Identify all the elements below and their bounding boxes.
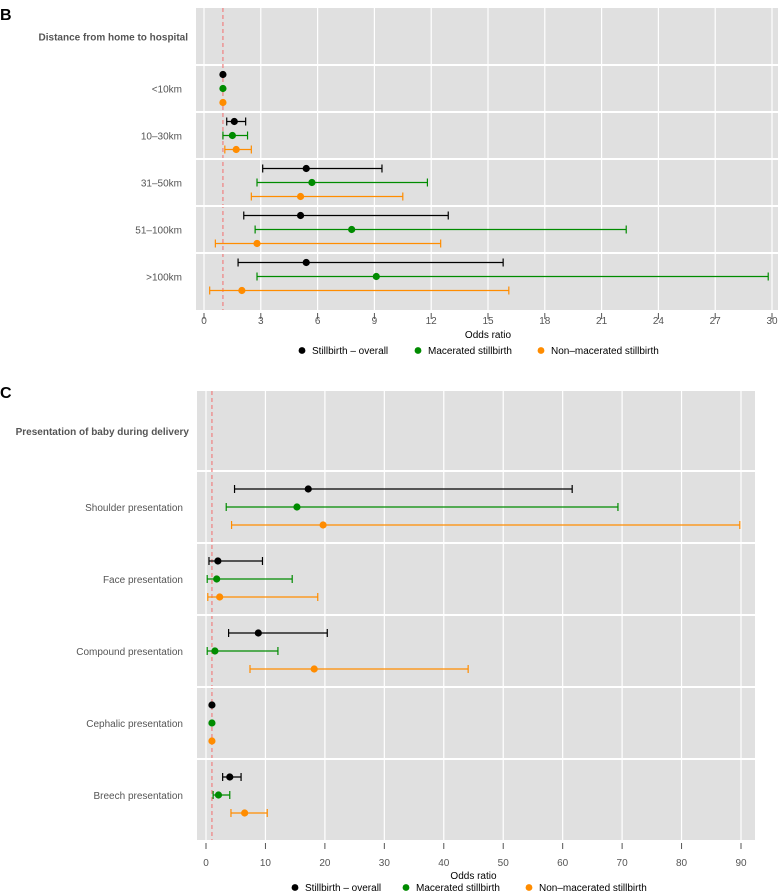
category-label: 31–50km [141,179,182,190]
odds-ratio-point [238,286,246,295]
category-label: Shoulder presentation [85,503,183,514]
group-title: Presentation of baby during delivery [16,427,190,438]
odds-ratio-point [211,647,219,655]
category-label: Face presentation [103,575,183,586]
category-label: Cephalic presentation [86,719,183,730]
legend-key [537,347,545,354]
odds-ratio-point [302,164,310,173]
x-tick-label: 0 [203,858,209,869]
legend-label: Macerated stillbirth [428,346,512,357]
odds-ratio-point [219,98,227,107]
odds-ratio-point [254,629,262,637]
odds-ratio-point [228,131,236,140]
x-axis-title: Odds ratio [450,871,497,882]
x-tick-label: 30 [766,316,778,327]
odds-ratio-point [208,737,216,745]
odds-ratio-point [372,272,380,281]
odds-ratio-point [226,773,234,781]
x-axis-title: Odds ratio [465,330,512,341]
category-label: Breech presentation [93,791,183,802]
legend-key [298,347,306,354]
odds-ratio-point [348,225,356,234]
legend-key [525,884,533,891]
category-label: <10km [152,85,182,96]
x-tick-label: 50 [498,858,510,869]
odds-ratio-point [304,485,312,493]
odds-ratio-point [213,575,221,583]
category-label: 51–100km [135,226,182,237]
x-tick-label: 60 [557,858,569,869]
x-tick-label: 20 [319,858,331,869]
odds-ratio-point [219,70,227,79]
x-tick-label: 18 [539,316,551,327]
legend-key [402,884,410,891]
x-tick-label: 27 [710,316,722,327]
x-tick-label: 10 [260,858,272,869]
x-tick-label: 70 [617,858,629,869]
odds-ratio-point [308,178,316,187]
odds-ratio-point [296,211,305,220]
x-tick-label: 24 [653,316,665,327]
x-tick-label: 0 [201,316,207,327]
panel-c: C 0 10 20 30 40 50 60 70 80 90 Presentation of baby… [0,385,755,894]
x-tick-label: 3 [258,316,264,327]
x-tick-label: 12 [426,316,438,327]
x-tick-label: 21 [596,316,608,327]
panel-letter: C [0,385,12,402]
x-tick-label: 40 [438,858,450,869]
odds-ratio-point [253,239,261,248]
x-tick-label: 30 [379,858,391,869]
legend-label: Stillbirth – overall [305,883,381,894]
legend-label: Stillbirth – overall [312,346,388,357]
odds-ratio-point [208,701,216,709]
odds-ratio-point [214,791,223,799]
odds-ratio-point [230,117,238,126]
odds-ratio-point [214,557,222,565]
legend-label: Non–macerated stillbirth [551,346,659,357]
odds-ratio-point [319,521,327,529]
x-tick-label: 80 [676,858,688,869]
category-label: Compound presentation [76,647,183,658]
x-tick-label: 9 [372,316,378,327]
odds-ratio-point [219,84,227,93]
panel-b: B 0 3 6 9 12 15 18 21 24 27 30 Distance from home to… [0,7,778,357]
odds-ratio-point [310,665,318,673]
legend-key [414,347,422,354]
odds-ratio-point [296,192,305,201]
x-tick-label: 90 [735,858,747,869]
odds-ratio-point [302,258,310,267]
legend-label: Non–macerated stillbirth [539,883,647,894]
odds-ratio-point [232,145,240,154]
x-tick-label: 6 [315,316,321,327]
legend-label: Macerated stillbirth [416,883,500,894]
x-tick-label: 15 [482,316,494,327]
category-label: >100km [146,273,182,284]
odds-ratio-point [241,809,249,817]
legend-key [291,884,299,891]
odds-ratio-point [293,503,301,511]
panel-letter: B [0,7,12,24]
group-title: Distance from home to hospital [39,33,189,44]
odds-ratio-point [208,719,216,727]
category-label: 10–30km [141,132,182,143]
odds-ratio-point [216,593,224,601]
